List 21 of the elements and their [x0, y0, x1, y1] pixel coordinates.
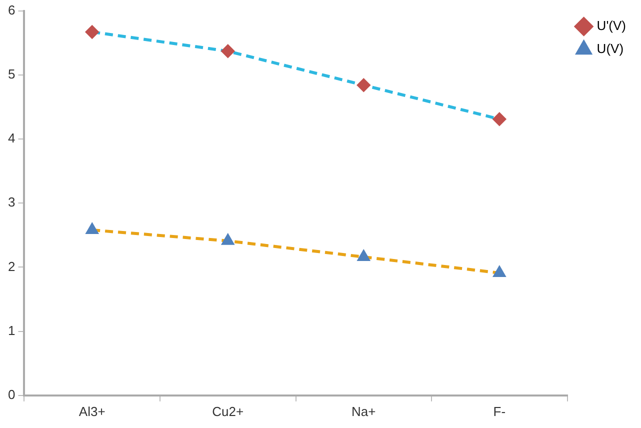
y-tick-label: 6 — [8, 2, 16, 18]
point — [86, 224, 98, 234]
legend-label: U'(V) — [596, 18, 626, 34]
y-tick-label: 5 — [8, 66, 16, 82]
point — [221, 44, 234, 58]
y-tick-label: 2 — [8, 258, 16, 274]
legend-label: U(V) — [596, 41, 624, 56]
x-tick-label: Al3+ — [78, 404, 106, 419]
x-tick-label: Na+ — [352, 404, 376, 419]
x-tick-label: F- — [493, 404, 506, 419]
point — [86, 25, 99, 38]
point — [494, 266, 506, 277]
point — [222, 234, 234, 245]
y-tick-label: 1 — [8, 322, 16, 338]
y-tick-label: 0 — [8, 386, 16, 402]
y-tick-label: 3 — [8, 194, 16, 210]
x-tick-label: Cu2+ — [212, 404, 244, 419]
point — [357, 78, 370, 92]
point — [492, 112, 506, 126]
y-tick-label: 4 — [8, 130, 16, 146]
point — [358, 250, 370, 261]
